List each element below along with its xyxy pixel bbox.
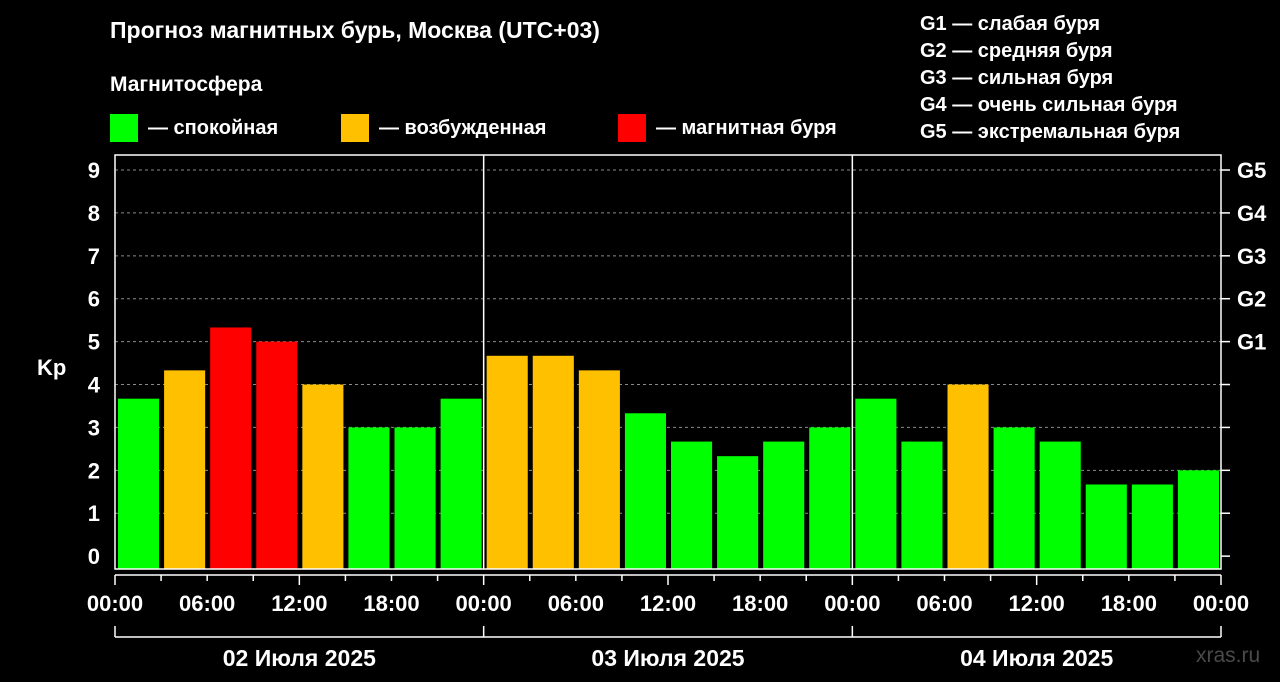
y-tick-label: 8	[88, 201, 100, 226]
y-axis-label: Kp	[37, 355, 66, 380]
g-legend-g2: G2 — средняя буря	[920, 40, 1113, 62]
g-legend-g4: G4 — очень сильная буря	[920, 94, 1178, 116]
kp-bar	[717, 456, 759, 569]
kp-bar	[256, 341, 298, 569]
legend-item-active: — возбужденная	[341, 114, 546, 142]
day-label: 03 Июля 2025	[591, 645, 744, 671]
kp-bar	[763, 441, 805, 569]
x-tick-label: 12:00	[640, 591, 696, 616]
kp-bar	[394, 427, 436, 569]
g-legend-g1: G1 — слабая буря	[920, 13, 1101, 35]
kp-bar	[578, 370, 620, 569]
day-label: 02 Июля 2025	[223, 645, 376, 671]
g-legend-g5: G5 — экстремальная буря	[920, 121, 1181, 143]
y-tick-label: 6	[88, 287, 100, 312]
legend-swatch-active	[341, 114, 369, 142]
kp-bar	[440, 398, 482, 569]
g-level-label: G3	[1237, 244, 1266, 269]
x-tick-label: 18:00	[363, 591, 419, 616]
x-tick-label: 06:00	[916, 591, 972, 616]
kp-bar	[1085, 484, 1127, 569]
legend-label-storm: — магнитная буря	[656, 116, 837, 139]
legend-label-calm: — спокойная	[148, 116, 279, 139]
legend-item-storm: — магнитная буря	[618, 114, 837, 142]
kp-bar	[348, 427, 390, 569]
x-tick-label: 06:00	[179, 591, 235, 616]
x-tick-label: 12:00	[1009, 591, 1065, 616]
g-level-label: G4	[1237, 201, 1267, 226]
x-tick-label: 06:00	[548, 591, 604, 616]
g-scale-legend: G1 — слабая буря G2 — средняя буря G3 — …	[920, 11, 1180, 146]
kp-bar	[855, 398, 897, 569]
day-label: 04 Июля 2025	[960, 645, 1113, 671]
x-tick-label: 18:00	[732, 591, 788, 616]
x-tick-label: 00:00	[456, 591, 512, 616]
y-tick-label: 9	[88, 158, 100, 183]
kp-bar	[118, 398, 160, 569]
y-tick-label: 2	[88, 458, 100, 483]
kp-bar	[532, 355, 574, 569]
kp-bar	[993, 427, 1035, 569]
kp-bar	[671, 441, 713, 569]
g-legend-g3: G3 — сильная буря	[920, 67, 1114, 89]
g-level-label: G5	[1237, 158, 1266, 183]
kp-bar	[947, 384, 989, 569]
y-tick-label: 7	[88, 244, 100, 269]
legend-subtitle: Магнитосфера	[110, 73, 263, 96]
y-tick-label: 0	[88, 544, 100, 569]
legend-swatch-calm	[110, 114, 138, 142]
kp-bar	[1177, 470, 1219, 569]
x-tick-label: 12:00	[271, 591, 327, 616]
y-tick-label: 5	[88, 330, 100, 355]
x-tick-label: 00:00	[1193, 591, 1249, 616]
legend-item-calm: — спокойная	[110, 114, 278, 142]
kp-bar	[486, 355, 528, 569]
chart-title: Прогноз магнитных бурь, Москва (UTC+03)	[110, 17, 600, 43]
x-tick-label: 00:00	[87, 591, 143, 616]
kp-bar	[901, 441, 943, 569]
y-tick-label: 1	[88, 501, 100, 526]
watermark: xras.ru	[1196, 644, 1261, 667]
kp-bar	[210, 327, 252, 569]
g-level-label: G2	[1237, 287, 1266, 312]
x-tick-label: 18:00	[1101, 591, 1157, 616]
kp-bar	[302, 384, 344, 569]
kp-bar	[1039, 441, 1081, 569]
x-tick-label: 00:00	[824, 591, 880, 616]
g-level-label: G1	[1237, 330, 1266, 355]
kp-bar	[624, 413, 666, 569]
y-tick-label: 4	[88, 373, 101, 398]
y-tick-label: 3	[88, 415, 100, 440]
kp-bar	[164, 370, 206, 569]
plot-frame	[114, 154, 1222, 570]
kp-bar	[809, 427, 851, 569]
legend-label-active: — возбужденная	[379, 116, 547, 139]
legend-swatch-storm	[618, 114, 646, 142]
kp-bar	[1131, 484, 1173, 569]
